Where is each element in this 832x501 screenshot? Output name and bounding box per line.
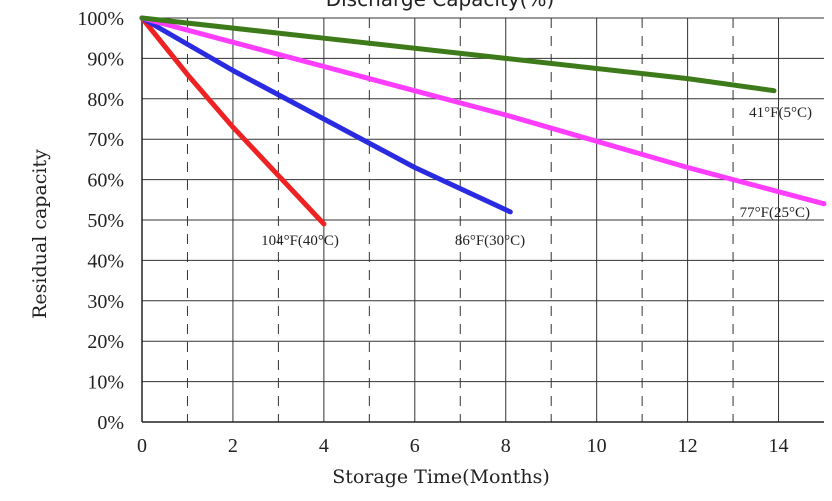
y-tick-label: 90% bbox=[87, 48, 124, 70]
x-tick-label: 8 bbox=[501, 435, 511, 457]
x-axis-title: Storage Time(Months) bbox=[332, 466, 550, 488]
series-line-2 bbox=[139, 15, 827, 207]
tick-labels: 0% 10% 20% 30% 40% 50% 60% 70% 80% 90% 100% 0 2 4 6 8 10… bbox=[77, 8, 788, 457]
series-label-1: 86°F(30°C) bbox=[455, 233, 525, 249]
y-tick-label: 70% bbox=[87, 129, 124, 151]
y-tick-label: 80% bbox=[87, 89, 124, 111]
y-axis-title: Residual capacity bbox=[29, 149, 51, 319]
series-lines bbox=[139, 15, 827, 227]
y-tick-label: 20% bbox=[87, 331, 124, 353]
series-labels: 104°F(40°C) 86°F(30°C) 77°F(25°C) 41°F(5°C) bbox=[261, 105, 812, 249]
chart-title: Discharge Capacity(%) bbox=[326, 0, 555, 11]
y-tick-label: 10% bbox=[87, 372, 124, 394]
x-tick-label: 10 bbox=[587, 435, 607, 457]
series-label-3: 41°F(5°C) bbox=[749, 105, 812, 121]
x-tick-label: 6 bbox=[410, 435, 420, 457]
x-tick-label: 2 bbox=[228, 435, 238, 457]
y-tick-label: 50% bbox=[87, 210, 124, 232]
y-tick-label: 0% bbox=[97, 412, 124, 434]
series-label-2: 77°F(25°C) bbox=[740, 205, 810, 221]
x-tick-label: 14 bbox=[769, 435, 789, 457]
x-tick-label: 4 bbox=[319, 435, 329, 457]
series-line-0 bbox=[139, 15, 327, 227]
y-tick-label: 40% bbox=[87, 250, 124, 272]
y-tick-label: 60% bbox=[87, 170, 124, 192]
grid bbox=[141, 17, 824, 423]
series-line-3 bbox=[139, 15, 777, 94]
y-tick-label: 100% bbox=[77, 8, 124, 30]
y-tick-label: 30% bbox=[87, 291, 124, 313]
series-line-1 bbox=[139, 15, 513, 215]
x-tick-label: 0 bbox=[137, 435, 147, 457]
series-label-0: 104°F(40°C) bbox=[261, 233, 339, 249]
x-tick-label: 12 bbox=[678, 435, 698, 457]
